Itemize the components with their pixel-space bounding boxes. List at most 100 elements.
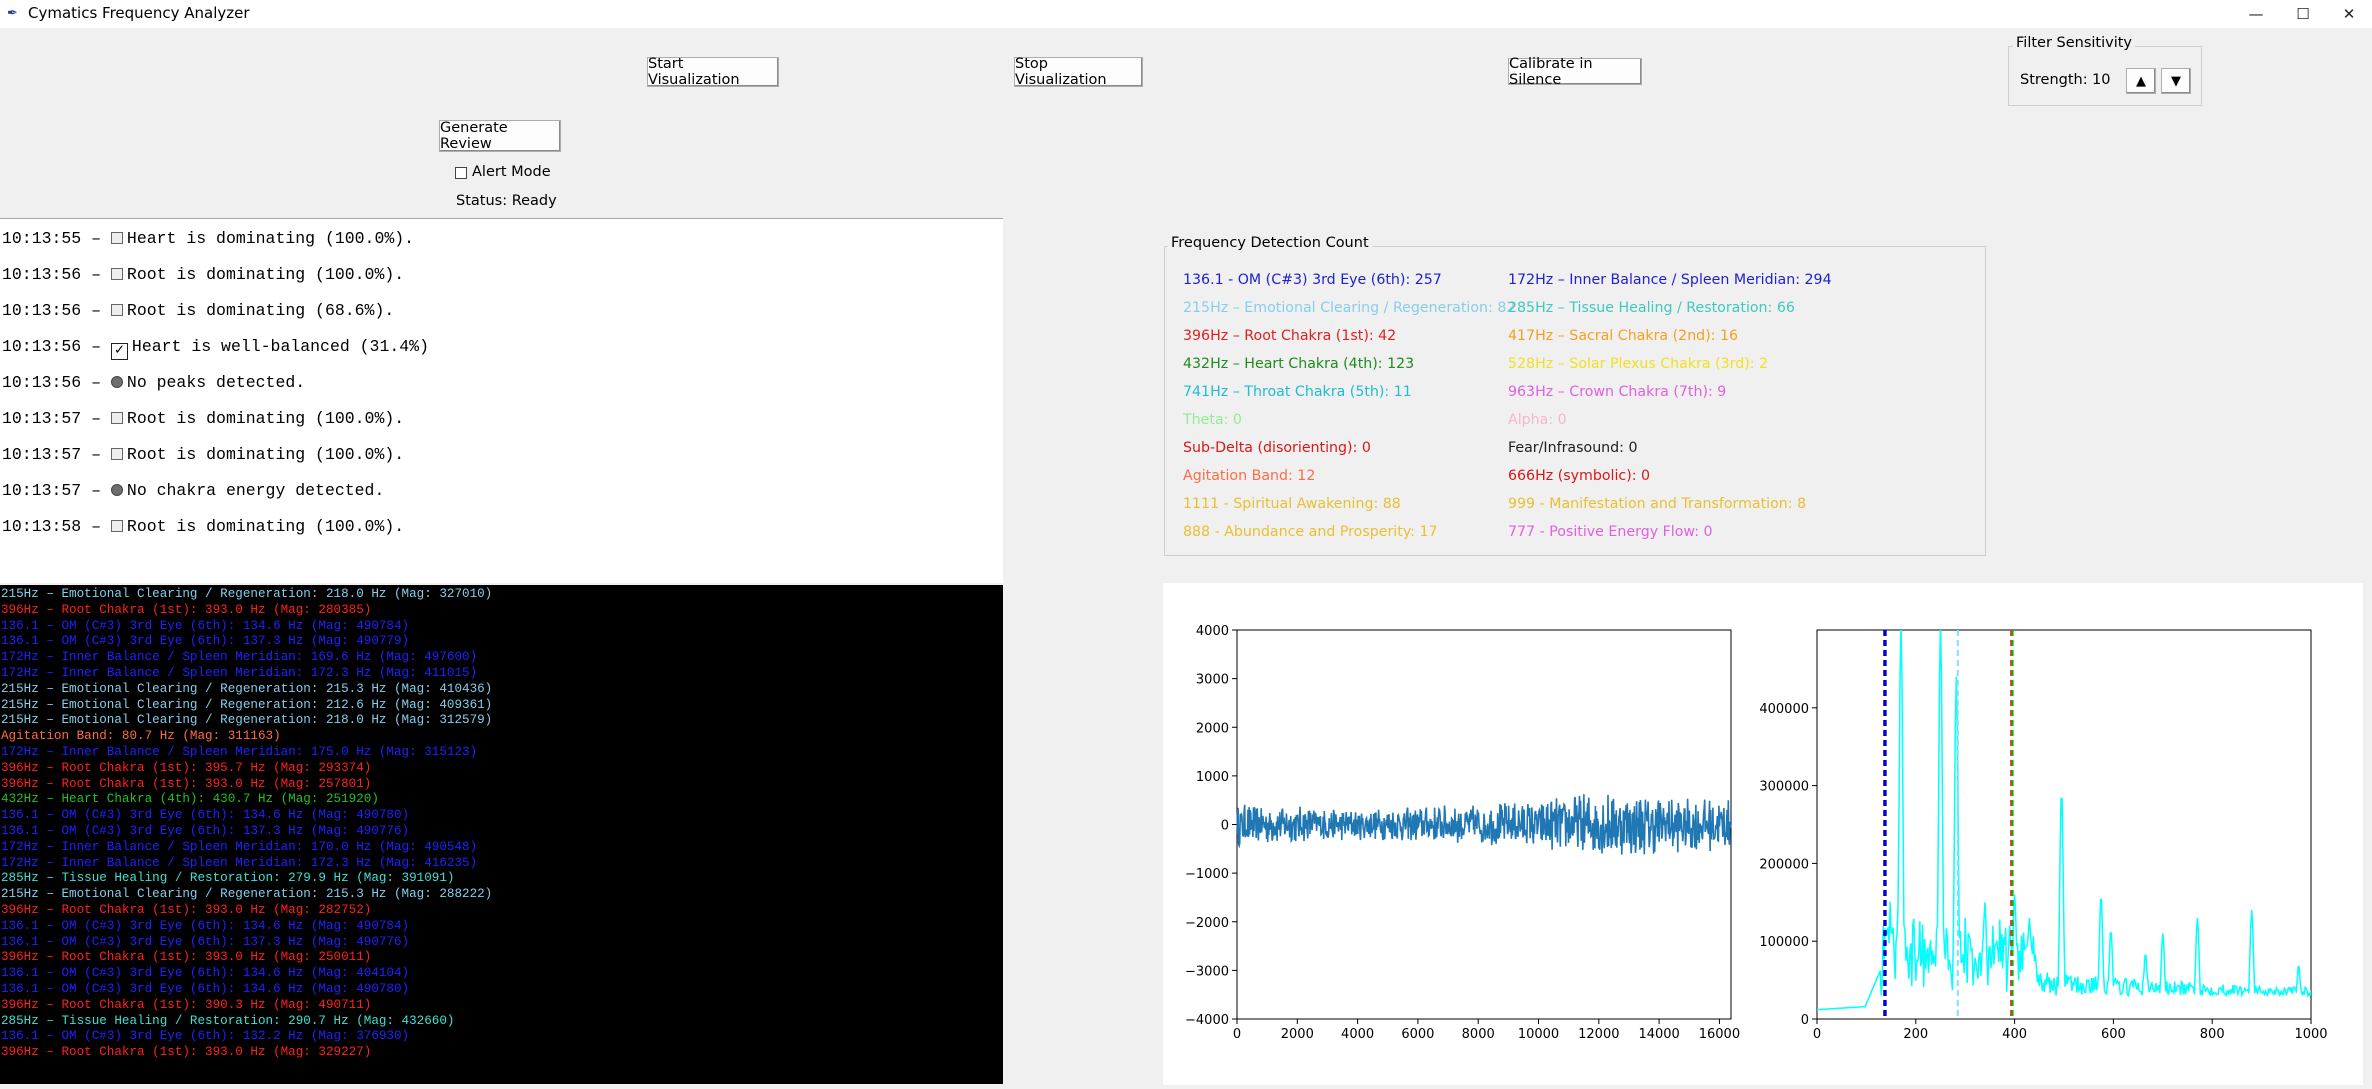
console-line: 172Hz – Inner Balance / Spleen Meridian:…	[1, 745, 478, 759]
frequency-detection-frame	[1164, 246, 1986, 556]
strength-label: Strength:	[2020, 72, 2088, 88]
y-tick-label: −3000	[1185, 964, 1229, 979]
log-message: Heart is well-balanced (31.4%)	[131, 337, 429, 356]
log-line: 10:13:58 – Root is dominating (100.0%).	[2, 517, 404, 536]
frequency-count-item: 888 - Abundance and Prosperity: 17	[1183, 524, 1438, 540]
frequency-count-item: 963Hz – Crown Chakra (7th): 9	[1508, 384, 1727, 400]
console-line: 432Hz – Heart Chakra (4th): 430.7 Hz (Ma…	[1, 792, 379, 807]
console-line: 396Hz – Root Chakra (1st): 393.0 Hz (Mag…	[1, 602, 372, 617]
x-tick-label: 1000	[2294, 1027, 2327, 1042]
console-line: 136.1 – OM (C#3) 3rd Eye (6th): 137.3 Hz…	[1, 934, 410, 949]
log-line: 10:13:57 – No chakra energy detected.	[2, 481, 384, 500]
frequency-count-item: 1111 - Spiritual Awakening: 88	[1183, 496, 1401, 512]
console-line: 172Hz – Inner Balance / Spleen Meridian:…	[1, 855, 478, 870]
y-tick-label: −2000	[1185, 916, 1229, 931]
log-line: 10:13:56 – ✓ Heart is well-balanced (31.4…	[2, 337, 429, 360]
frequency-count-item: 215Hz – Emotional Clearing / Regeneratio…	[1183, 300, 1516, 316]
log-time: 10:13:55 –	[2, 229, 111, 248]
start-visualization-button[interactable]: Start Visualization	[647, 56, 779, 88]
log-time: 10:13:57 –	[2, 409, 111, 428]
strength-down-button[interactable]: ▼	[2161, 68, 2191, 94]
feather-icon: ✒	[7, 6, 18, 21]
console-line: 172Hz – Inner Balance / Spleen Meridian:…	[1, 650, 478, 665]
console-line: 396Hz – Root Chakra (1st): 395.7 Hz (Mag…	[1, 760, 372, 775]
generate-review-button[interactable]: Generate Review	[439, 120, 561, 152]
console-line: 396Hz – Root Chakra (1st): 393.0 Hz (Mag…	[1, 950, 372, 965]
log-message: Root is dominating (100.0%).	[126, 517, 405, 536]
circle-icon	[110, 376, 123, 388]
console-line: 215Hz – Emotional Clearing / Regeneratio…	[1, 587, 493, 601]
log-line: 10:13:56 – No peaks detected.	[2, 373, 305, 392]
frequency-count-item: Alpha: 0	[1508, 412, 1567, 428]
calibrate-button[interactable]: Calibrate in Silence	[1508, 56, 1642, 88]
log-time: 10:13:57 –	[2, 445, 111, 464]
waveform-line	[1236, 794, 1732, 855]
window-title: Cymatics Frequency Analyzer	[28, 4, 250, 22]
log-time: 10:13:56 –	[2, 373, 111, 392]
frequency-count-item: 666Hz (symbolic): 0	[1508, 468, 1651, 484]
strength-up-button[interactable]: ▲	[2126, 68, 2156, 94]
x-tick-label: 16000	[1699, 1027, 1740, 1042]
x-tick-label: 10000	[1518, 1027, 1559, 1042]
console-line: 396Hz – Root Chakra (1st): 390.3 Hz (Mag…	[1, 997, 372, 1012]
console-line: 172Hz – Inner Balance / Spleen Meridian:…	[1, 666, 478, 680]
x-tick-label: 12000	[1578, 1027, 1619, 1042]
log-line: 10:13:56 – Root is dominating (100.0%).	[2, 265, 404, 284]
stop-visualization-button[interactable]: Stop Visualization	[1014, 56, 1143, 88]
y-tick-label: 0	[1221, 819, 1229, 834]
x-tick-label: 0	[1233, 1027, 1241, 1042]
frequency-count-item: 528Hz – Solar Plexus Chakra (3rd): 2	[1508, 356, 1769, 372]
log-message: Root is dominating (100.0%).	[126, 265, 405, 284]
spectrum-line	[1817, 630, 2311, 1011]
frequency-count-item: 285Hz – Tissue Healing / Restoration: 66	[1508, 300, 1795, 316]
console-line: 396Hz – Root Chakra (1st): 393.0 Hz (Mag…	[1, 903, 372, 917]
y-tick-label: 100000	[1759, 935, 1809, 950]
console-line: 285Hz – Tissue Healing / Restoration: 29…	[1, 1013, 455, 1028]
frequency-count-item: Agitation Band: 12	[1183, 468, 1316, 484]
console-line: 285Hz – Tissue Healing / Restoration: 27…	[1, 871, 455, 886]
square-icon	[110, 520, 123, 532]
plots-svg: 0 2000 4000 6000 8000 10000 12000 14000 16000400…	[1185, 624, 2328, 1042]
log-message: Root is dominating (100.0%).	[126, 409, 405, 428]
console-line: 396Hz – Root Chakra (1st): 393.0 Hz (Mag…	[1, 776, 372, 791]
frequency-count-item: 741Hz – Throat Chakra (5th): 11	[1183, 384, 1412, 400]
y-tick-label: 0	[1801, 1013, 1809, 1028]
console-line: 172Hz – Inner Balance / Spleen Meridian:…	[1, 839, 478, 854]
console-line: 136.1 – OM (C#3) 3rd Eye (6th): 134.6 Hz…	[1, 982, 410, 996]
maximize-button[interactable]: ☐	[2296, 5, 2310, 23]
log-time: 10:13:56 –	[2, 265, 111, 284]
frequency-count-item: 432Hz – Heart Chakra (4th): 123	[1183, 356, 1415, 372]
minimize-button[interactable]: —	[2248, 5, 2264, 23]
y-tick-label: −1000	[1185, 867, 1229, 882]
checkbox-checked-icon: ✓	[110, 343, 128, 360]
console-line: 396Hz – Root Chakra (1st): 393.0 Hz (Mag…	[1, 1045, 372, 1060]
x-tick-label: 400	[2002, 1027, 2027, 1042]
y-tick-label: 300000	[1759, 780, 1809, 795]
event-log[interactable]: 10:13:55 – Heart is dominating (100.0%).…	[0, 218, 1003, 583]
frequency-count-item: 396Hz – Root Chakra (1st): 42	[1183, 328, 1397, 344]
x-tick-label: 2000	[1281, 1027, 1314, 1042]
plot-area: 0 2000 4000 6000 8000 10000 12000 14000 16000 400…	[1163, 583, 2363, 1085]
log-message: Root is dominating (68.6%).	[126, 301, 395, 320]
x-tick-label: 0	[1813, 1027, 1821, 1042]
console-output[interactable]: 215Hz – Emotional Clearing / Regeneratio…	[0, 585, 1003, 1084]
console-line: 136.1 – OM (C#3) 3rd Eye (6th): 132.2 Hz…	[1, 1029, 410, 1044]
frequency-count-item: Theta: 0	[1183, 412, 1242, 428]
x-tick-label: 14000	[1638, 1027, 1679, 1042]
close-button[interactable]: ✕	[2342, 5, 2356, 23]
y-tick-label: 3000	[1196, 673, 1229, 688]
frequency-detection-title: Frequency Detection Count	[1168, 235, 1372, 251]
console-line: 215Hz – Emotional Clearing / Regeneratio…	[1, 697, 493, 712]
y-tick-label: 4000	[1196, 624, 1229, 639]
x-tick-label: 800	[2200, 1027, 2225, 1042]
log-line: 10:13:57 – Root is dominating (100.0%).	[2, 409, 404, 428]
alert-mode-checkbox[interactable]	[455, 167, 467, 179]
console-line: 136.1 – OM (C#3) 3rd Eye (6th): 134.6 Hz…	[1, 808, 410, 823]
y-tick-label: 200000	[1759, 857, 1809, 872]
log-line: 10:13:56 – Root is dominating (68.6%).	[2, 301, 394, 320]
status-label: Status: Ready	[456, 193, 557, 209]
log-time: 10:13:56 –	[2, 301, 111, 320]
frequency-count-item: 136.1 - OM (C#3) 3rd Eye (6th): 257	[1183, 272, 1442, 288]
log-line: 10:13:55 – Heart is dominating (100.0%).	[2, 229, 414, 248]
x-tick-label: 600	[2101, 1027, 2126, 1042]
